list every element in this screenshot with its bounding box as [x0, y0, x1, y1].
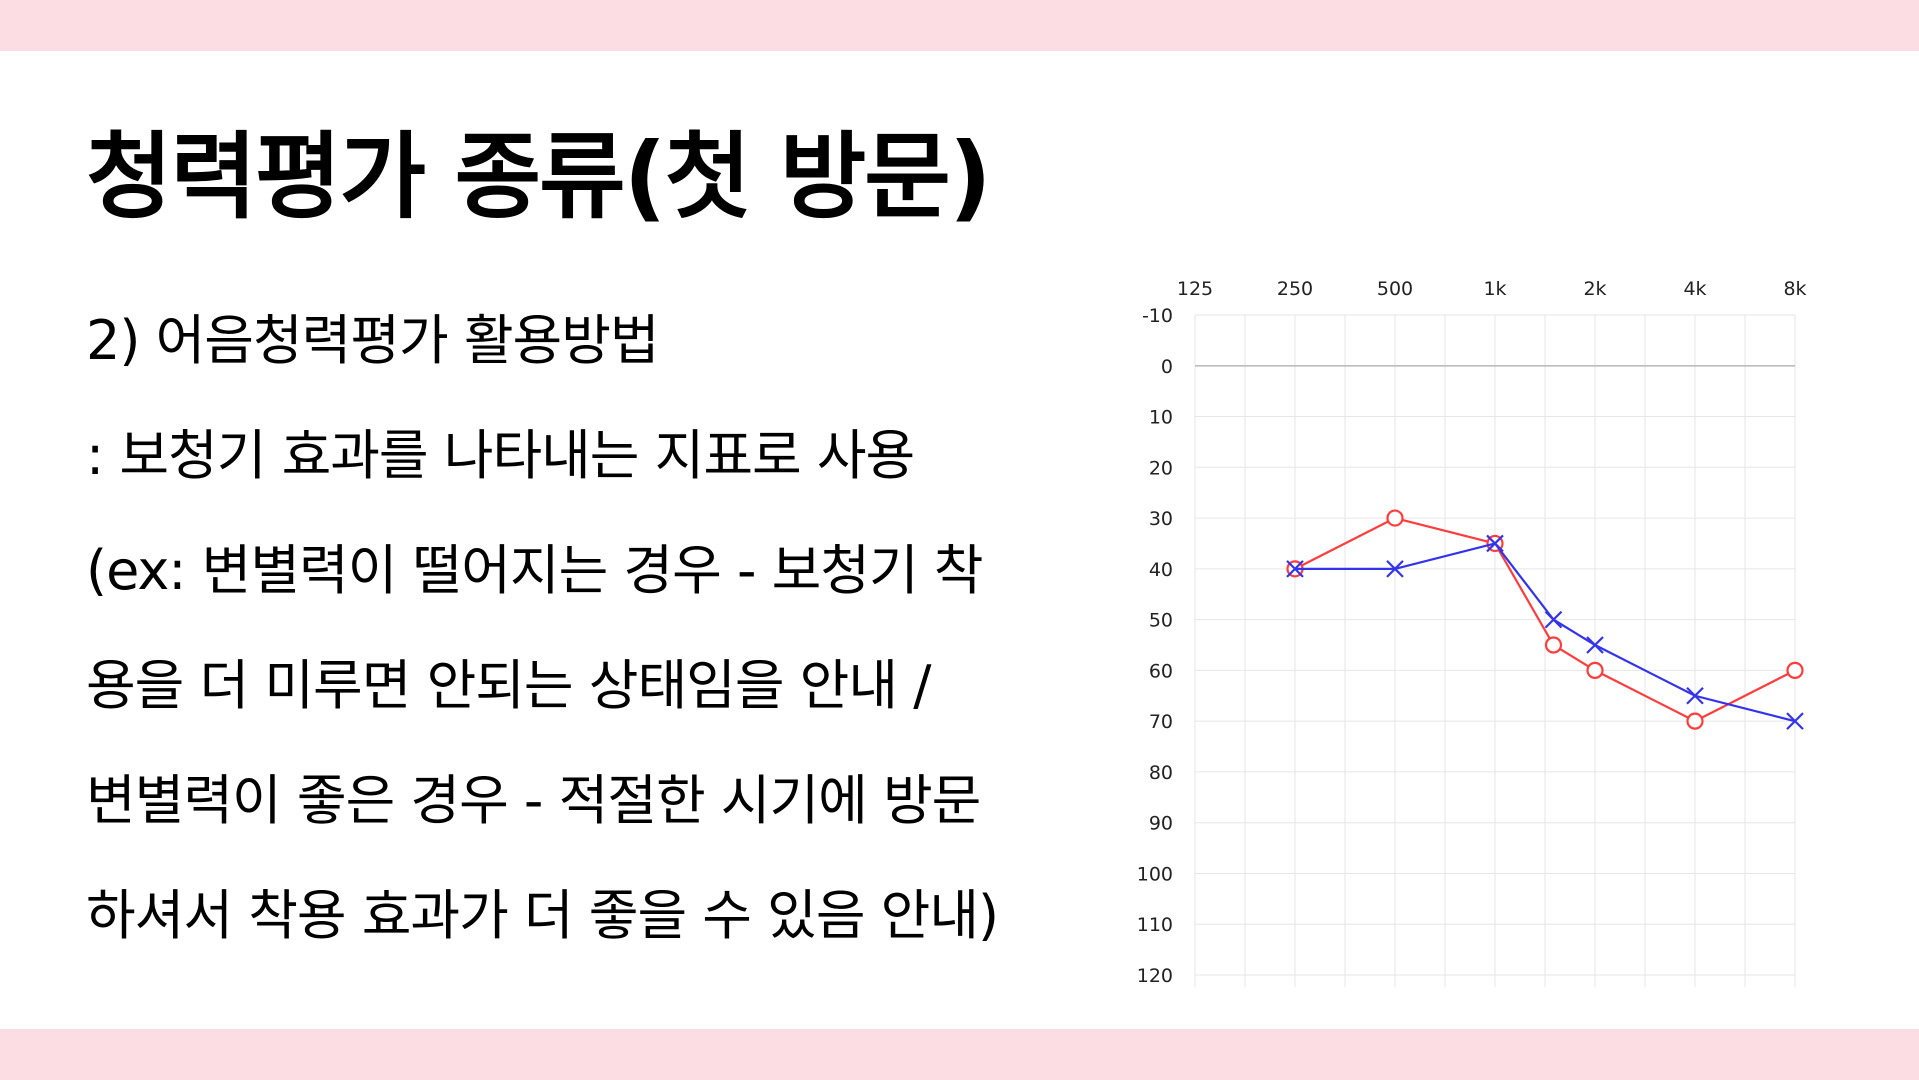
y-tick-label: 120 — [1137, 965, 1173, 987]
cross-marker — [1286, 560, 1304, 578]
top-band — [0, 0, 1919, 51]
y-tick-label: 80 — [1149, 762, 1173, 784]
audiogram-chart: 125 250 500 1k 2k 4k 8k -10 0 10 20 30 40 50 60 70 80 90 1… — [1137, 278, 1807, 987]
y-tick-label: 60 — [1149, 660, 1173, 682]
body-line-1: 2) 어음청력평가 활용방법 — [86, 309, 660, 372]
slide-title: 청력평가 종류(첫 방문) — [86, 123, 992, 232]
y-tick-label: 90 — [1149, 813, 1173, 835]
y-tick-label: 30 — [1149, 508, 1173, 530]
circle-marker — [1386, 509, 1404, 527]
body-line-5: 변별력이 좋은 경우 - 적절한 시기에 방문 — [86, 769, 981, 832]
bottom-band — [0, 1029, 1919, 1080]
x-tick-label: 8k — [1783, 278, 1806, 300]
y-tick-label: 70 — [1149, 711, 1173, 733]
circle-marker — [1586, 661, 1604, 679]
x-tick-label: 4k — [1683, 278, 1706, 300]
circle-marker — [1544, 636, 1563, 654]
body-line-4: 용을 더 미루면 안되는 상태임을 안내 / — [86, 654, 931, 717]
cross-marker — [1386, 560, 1404, 578]
y-tick-label: 40 — [1149, 559, 1173, 581]
circle-marker — [1686, 712, 1704, 730]
y-tick-label: 20 — [1149, 457, 1173, 479]
y-tick-label: 0 — [1161, 356, 1173, 378]
y-tick-label: 10 — [1149, 407, 1173, 429]
circle-marker — [1786, 661, 1804, 679]
y-tick-label: 100 — [1137, 863, 1173, 885]
x-tick-label: 125 — [1177, 278, 1213, 300]
cross-marker — [1486, 534, 1504, 553]
body-line-3: (ex: 변별력이 떨어지는 경우 - 보청기 착 — [86, 539, 983, 602]
body-line-2: : 보청기 효과를 나타내는 지표로 사용 — [86, 424, 915, 487]
x-tick-label: 2k — [1583, 278, 1606, 300]
x-tick-label: 500 — [1377, 278, 1413, 300]
cross-marker — [1586, 636, 1604, 654]
cross-marker — [1544, 610, 1563, 629]
y-tick-label: 50 — [1149, 610, 1173, 632]
cross-marker — [1786, 712, 1804, 730]
y-tick-label: -10 — [1142, 305, 1173, 327]
x-tick-label: 1k — [1483, 278, 1506, 300]
x-tick-label: 250 — [1277, 278, 1313, 300]
cross-marker — [1686, 686, 1704, 705]
body-line-6: 하셔서 착용 효과가 더 좋을 수 있음 안내) — [86, 884, 999, 947]
y-tick-label: 110 — [1137, 914, 1173, 936]
